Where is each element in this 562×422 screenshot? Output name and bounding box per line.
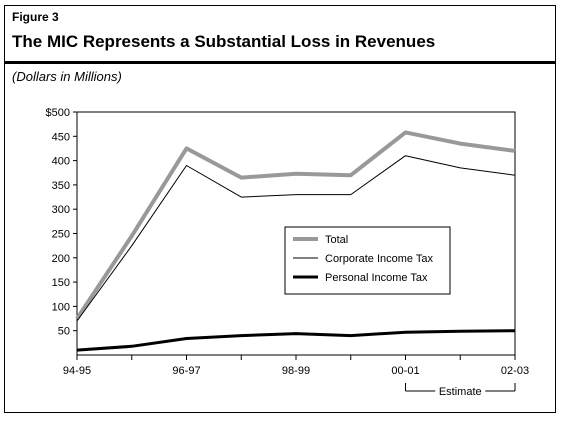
y-tick-label: 50 — [58, 326, 70, 338]
x-tick-label: 00-01 — [391, 365, 419, 377]
y-tick-label: 250 — [52, 229, 70, 241]
legend-label-total: Total — [325, 234, 348, 246]
legend-label-corporate-income-tax: Corporate Income Tax — [325, 253, 434, 265]
y-tick-label: 100 — [52, 301, 70, 313]
x-tick-label: 96-97 — [172, 365, 200, 377]
y-tick-label: 200 — [52, 253, 70, 265]
y-tick-label: 450 — [52, 131, 70, 143]
units-label: (Dollars in Millions) — [12, 69, 122, 84]
figure-label: Figure 3 — [12, 10, 59, 24]
y-tick-label: 350 — [52, 180, 70, 192]
estimate-annotation: Estimate — [439, 386, 482, 398]
y-tick-label: $500 — [46, 107, 70, 119]
series-line-total — [75, 130, 516, 320]
title-rule — [4, 61, 556, 64]
legend-label-personal-income-tax: Personal Income Tax — [325, 272, 428, 284]
series-line-personal-income-tax — [76, 329, 516, 352]
figure-title: The MIC Represents a Substantial Loss in… — [12, 32, 436, 51]
x-tick-label: 98-99 — [282, 365, 310, 377]
x-tick-label: 94-95 — [63, 365, 91, 377]
y-tick-label: 400 — [52, 156, 70, 168]
y-tick-label: 300 — [52, 204, 70, 216]
series-line-corporate-income-tax — [76, 155, 516, 322]
figure-frame — [4, 5, 556, 413]
y-tick-label: 150 — [52, 277, 70, 289]
x-tick-label: 02-03 — [501, 365, 529, 377]
